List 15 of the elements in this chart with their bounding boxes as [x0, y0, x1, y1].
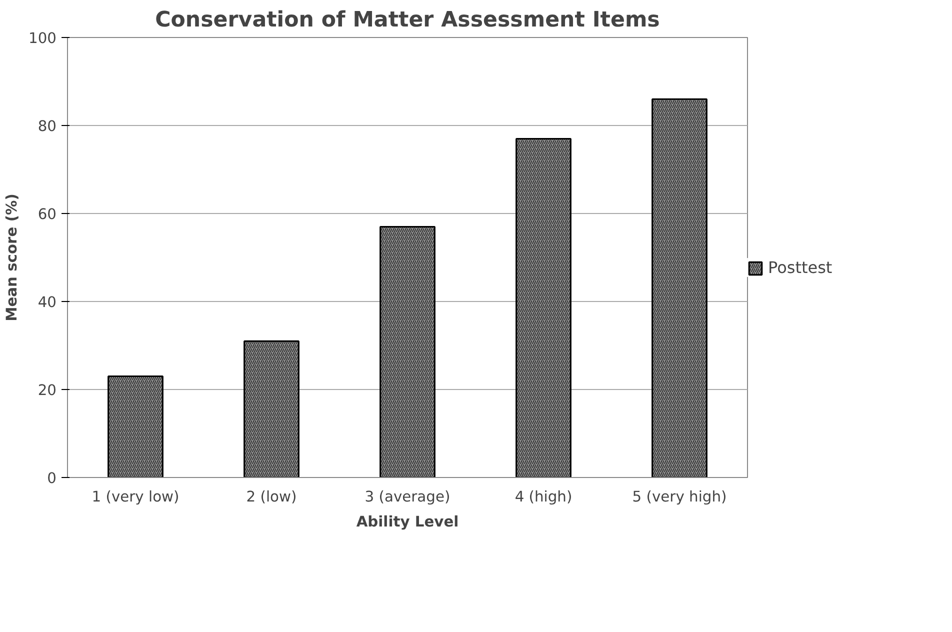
y-axis-title: Mean score (%)	[4, 194, 21, 322]
y-tick-label: 100	[28, 30, 57, 47]
y-tick-label: 20	[38, 382, 57, 399]
legend-label: Posttest	[768, 258, 832, 277]
x-tick-label: 4 (high)	[514, 488, 572, 506]
y-tick-label: 40	[38, 294, 57, 311]
y-tick-label: 80	[38, 118, 57, 135]
x-tick-label: 1 (very low)	[92, 488, 180, 506]
y-tick-label: 0	[47, 470, 57, 487]
x-tick-label: 2 (low)	[246, 488, 297, 506]
chart-title: Conservation of Matter Assessment Items	[155, 8, 660, 32]
x-axis-title: Ability Level	[356, 514, 459, 530]
y-tick-label: 60	[38, 206, 57, 223]
x-tick-label: 5 (very high)	[632, 488, 727, 506]
x-tick-label: 3 (average)	[364, 488, 450, 506]
